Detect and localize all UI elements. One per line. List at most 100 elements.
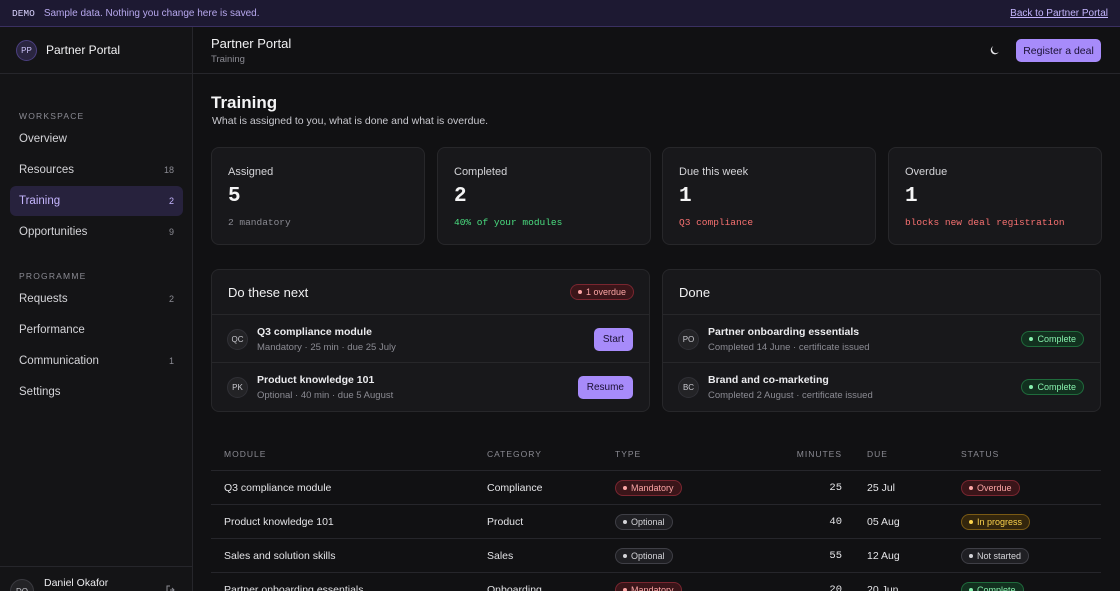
nav-count: 18 [163,165,174,175]
nav-item[interactable]: Settings [10,377,183,407]
theme-toggle[interactable] [989,44,1001,56]
logout-icon[interactable] [166,585,176,591]
panel-title: Do these next [228,285,309,300]
column-header: MINUTES [796,449,842,459]
stat-label: Overdue [905,166,948,178]
item-avatar: PO [678,329,699,350]
table-cell: Q3 compliance module [224,482,332,494]
demo-banner: DEMO Sample data. Nothing you change her… [0,0,1120,27]
table-row[interactable]: Sales and solution skills Sales Optional 55… [211,539,1101,573]
nav-count: 1 [168,356,174,366]
nav-item[interactable]: Opportunities 9 [10,217,183,247]
table-cell: 25 [829,482,842,494]
action-button[interactable]: Start [593,328,633,351]
next-panel: Do these next 1 overdue QC Q3 compliance … [211,269,650,412]
register-deal-button[interactable]: Register a deal [1016,39,1101,62]
item-avatar: PK [227,377,248,398]
divider [212,314,649,315]
stat-note: Q3 compliance [679,217,754,228]
done-panel: Done PO Partner onboarding essentials Comp… [662,269,1101,412]
table-cell: Mandatory [615,471,682,505]
table-cell: Optional [615,505,673,539]
brand-avatar: PP [16,39,37,61]
section-title: PROGRAMME [19,271,87,281]
table-cell: Product knowledge 101 [224,516,334,528]
user[interactable]: DO Daniel Okafor [0,566,192,591]
divider [212,362,649,363]
task-item: PK Product knowledge 101 Optional · 40 min… [212,363,649,411]
user-avatar: DO [10,579,34,591]
nav-item[interactable]: Requests 2 [10,284,183,314]
table-cell: Compliance [487,482,543,494]
item-title: Brand and co-marketing [708,374,829,386]
item-title: Product knowledge 101 [257,374,375,386]
type-badge: Optional [615,514,673,530]
table-cell: Overdue [961,471,1020,505]
type-badge: Mandatory [615,582,682,591]
item-meta: Completed 14 June · certificate issued [708,342,870,353]
status-badge: Complete [961,582,1024,591]
page-subtitle: What is assigned to you, what is done an… [212,115,489,127]
nav-label: Settings [19,386,61,398]
demo-tag: DEMO [12,7,35,19]
sidebar: PP Partner Portal DO Daniel Okafor WORKS… [0,27,193,591]
nav-count: 9 [168,227,174,237]
table-cell: 20 [829,584,842,591]
nav-label: Overview [19,133,67,145]
nav-label: Performance [19,324,85,336]
table-cell: 25 Jul [867,482,896,494]
header-title: Partner Portal [211,36,292,51]
nav-item[interactable]: Resources 18 [10,155,183,185]
item-meta: Mandatory · 25 min · due 25 July [257,342,396,353]
demo-message: Sample data. Nothing you change here is … [43,7,260,19]
back-link[interactable]: Back to Partner Portal [1010,7,1108,19]
nav-item[interactable]: Communication 1 [10,346,183,376]
item-meta: Optional · 40 min · due 5 August [257,390,394,401]
table-row[interactable]: Q3 compliance module Compliance Mandatory 2… [211,471,1101,505]
stat-value: 2 [454,185,467,208]
nav-count: 2 [168,294,174,304]
column-header: MODULE [224,449,267,459]
type-badge: Mandatory [615,480,682,496]
overdue-badge: 1 overdue [569,284,634,300]
action-button[interactable]: Resume [577,376,633,399]
table-cell: Sales and solution skills [224,550,336,562]
user-name: Daniel Okafor [44,577,109,589]
nav-label: Resources [19,164,74,176]
table-cell: Sales [487,550,514,562]
table-row[interactable]: Partner onboarding essentials Onboarding M… [211,573,1101,591]
divider [663,362,1100,363]
status-badge: In progress [961,514,1031,530]
nav-count: 2 [168,196,174,206]
table-row[interactable]: Product knowledge 101 Product Optional 40 05… [211,505,1101,539]
header-subtitle: Training [211,54,245,65]
table-cell: 55 [829,550,842,562]
table-cell: Product [487,516,524,528]
task-item: QC Q3 compliance module Mandatory · 25 min… [212,315,649,363]
panel-title: Done [679,285,711,300]
top-header: Partner Portal Training Register a deal [193,27,1120,74]
task-item: BC Brand and co-marketing Completed 2 Augu… [663,363,1100,411]
table-header: MODULE CATEGORY TYPE MINUTES DUE STATUS [211,437,1101,471]
type-badge: Optional [615,548,673,564]
section-title: WORKSPACE [19,111,85,121]
column-header: TYPE [615,449,642,459]
table-cell: Complete [961,573,1024,591]
divider [663,314,1100,315]
stat-note: 40% of your modules [454,217,563,228]
nav-item[interactable]: Overview [10,124,183,154]
nav-item[interactable]: Performance [10,315,183,345]
item-avatar: BC [678,377,699,398]
task-item: PO Partner onboarding essentials Completed… [663,315,1100,363]
stat-card: Completed 2 40% of your modules [437,147,651,245]
status-badge: Overdue [961,480,1020,496]
item-meta: Completed 2 August · certificate issued [708,390,873,401]
status-badge: Complete [1021,379,1084,395]
item-title: Q3 compliance module [257,326,372,338]
stat-card: Due this week 1 Q3 compliance [662,147,876,245]
column-header: CATEGORY [487,449,542,459]
nav-item[interactable]: Training 2 [10,186,183,216]
table-cell: 20 Jun [867,584,899,591]
stat-label: Due this week [679,166,749,178]
